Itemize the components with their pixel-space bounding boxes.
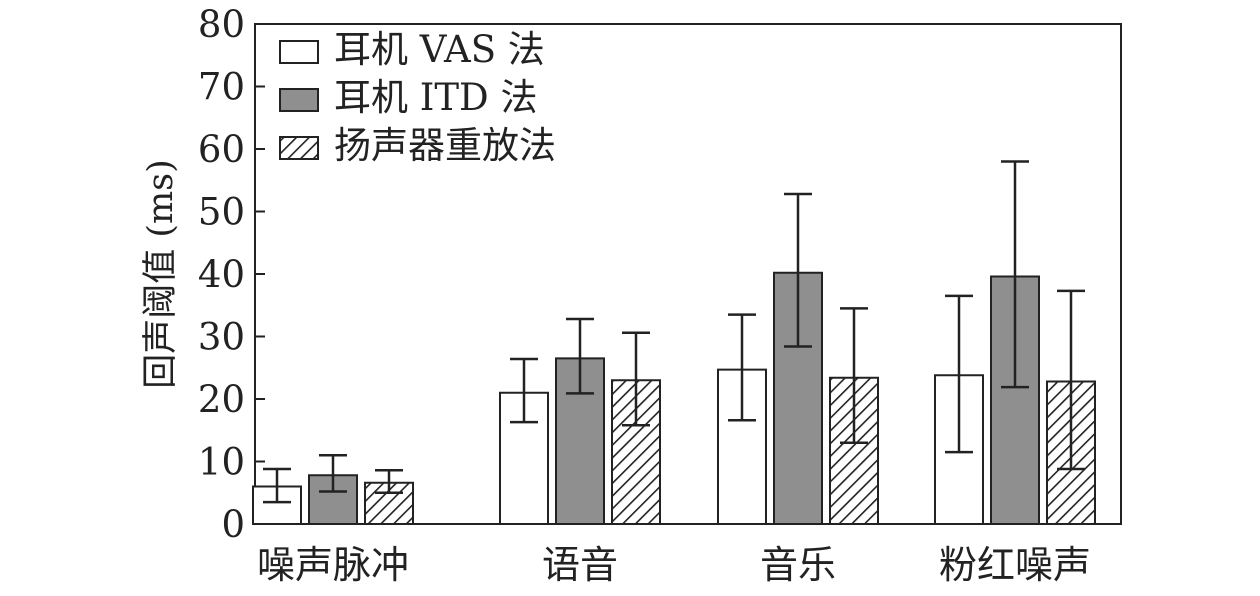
legend-label: 耳机 VAS 法 <box>334 28 545 71</box>
legend-swatch <box>279 88 319 112</box>
x-tick-label: 粉红噪声 <box>939 543 1091 587</box>
y-tick-label: 30 <box>198 316 245 359</box>
legend-swatch <box>279 40 319 64</box>
y-tick-label: 70 <box>198 66 245 109</box>
x-tick-label: 语音 <box>542 543 618 587</box>
legend-label: 耳机 ITD 法 <box>334 76 537 119</box>
y-tick-label: 40 <box>198 253 245 296</box>
x-tick-label: 噪声脉冲 <box>257 543 409 587</box>
y-tick-label: 0 <box>221 503 245 546</box>
y-tick-label: 10 <box>198 441 245 484</box>
y-tick-label: 80 <box>198 3 245 46</box>
y-tick-label: 60 <box>198 128 245 171</box>
y-tick-label: 50 <box>198 191 245 234</box>
y-tick-label: 20 <box>198 378 245 421</box>
legend-swatch <box>279 136 319 160</box>
legend-label: 扬声器重放法 <box>334 124 556 167</box>
x-tick-label: 音乐 <box>760 543 836 587</box>
y-axis-label: 回声阈值 (ms) <box>141 159 181 389</box>
